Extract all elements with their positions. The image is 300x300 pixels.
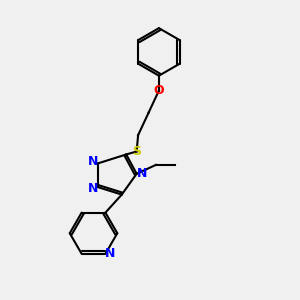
Text: N: N <box>137 167 147 180</box>
Text: N: N <box>87 182 98 195</box>
Text: S: S <box>132 145 141 158</box>
Text: N: N <box>105 247 115 260</box>
Text: O: O <box>154 84 164 97</box>
Text: N: N <box>88 155 99 168</box>
